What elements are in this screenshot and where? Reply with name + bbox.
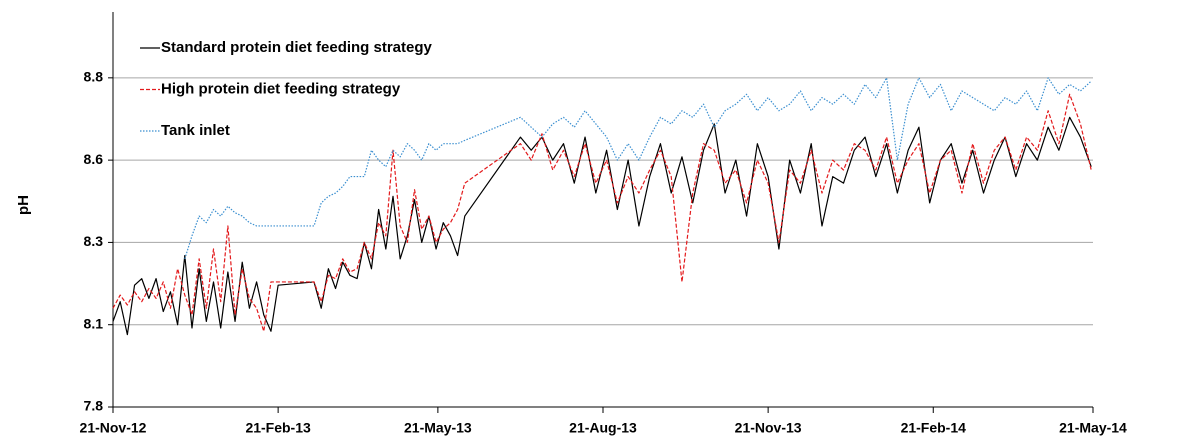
y-tick-label: 8.6	[84, 151, 104, 167]
y-axis-label: pH	[15, 195, 32, 215]
x-tick-label: 21-Feb-14	[901, 420, 967, 436]
series-line	[112, 116, 1092, 336]
legend-label: Tank inlet	[161, 122, 230, 139]
series-line	[112, 93, 1092, 332]
x-tick-label: 21-Nov-13	[735, 420, 802, 436]
y-tick-label: 7.8	[84, 398, 104, 414]
x-tick-label: 21-May-14	[1059, 420, 1127, 436]
x-tick-label: 21-Nov-12	[80, 420, 147, 436]
x-tick-label: 21-May-13	[404, 420, 472, 436]
y-tick-label: 8.3	[84, 233, 104, 249]
y-tick-label: 8.8	[84, 69, 104, 85]
legend-label: High protein diet feeding strategy	[161, 80, 401, 97]
x-tick-label: 21-Feb-13	[245, 420, 311, 436]
y-tick-label: 8.1	[84, 315, 104, 331]
series-line	[184, 77, 1092, 260]
legend-label: Standard protein diet feeding strategy	[161, 39, 433, 56]
x-tick-label: 21-Aug-13	[569, 420, 637, 436]
